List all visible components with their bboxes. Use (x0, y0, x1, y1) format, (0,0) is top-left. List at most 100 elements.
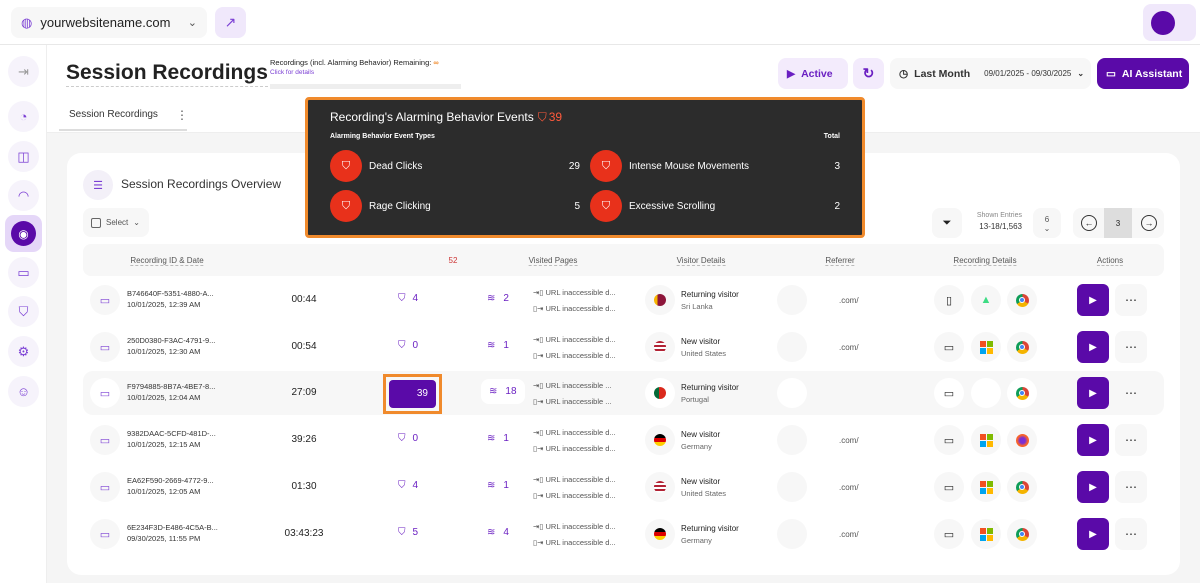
chrome-icon (1015, 340, 1029, 354)
settings-icon[interactable]: ⚙ (8, 336, 39, 367)
col-actions[interactable]: Actions (1096, 256, 1124, 266)
event-row: ⛉ Rage Clicking 5 (330, 190, 580, 222)
security-icon[interactable]: ⛉ (8, 296, 39, 327)
referrer-url[interactable]: .com/ (839, 483, 859, 492)
more-options-button[interactable]: ⋯ (1125, 386, 1137, 400)
pagination: ← 3 → (1073, 208, 1164, 238)
table-row[interactable]: ▭ 9382DAAC-5CFD-481D-... 10/01/2025, 12:1… (83, 418, 1164, 462)
alarm-count[interactable]: ⛉ 0 (398, 433, 419, 444)
visited-pages-count[interactable]: ≋ 1 (487, 340, 509, 351)
alarm-count[interactable]: ⛉ 5 (398, 527, 419, 538)
browser-badge (1007, 378, 1037, 408)
site-name: yourwebsitename.com (40, 15, 171, 30)
more-options-button[interactable]: ⋯ (1115, 471, 1147, 503)
active-toggle-button[interactable]: ▶ Active (778, 58, 848, 89)
play-recording-button[interactable]: ▶ (1077, 284, 1109, 316)
referrer-url[interactable]: .com/ (839, 343, 859, 352)
desktop-icon: ▭ (934, 519, 964, 549)
play-recording-button[interactable]: ▶ (1077, 377, 1109, 409)
table-row[interactable]: ▭ F9794885-8B7A-4BE7-8... 10/01/2025, 12:… (83, 371, 1164, 415)
duration: 39:26 (291, 434, 317, 445)
table-row[interactable]: ▭ 250D0380-F3AC-4791-9... 10/01/2025, 12:… (83, 325, 1164, 369)
desktop-icon: ▭ (934, 472, 964, 502)
alarm-tag-icon: ⛉ (537, 110, 547, 124)
alarm-count[interactable]: ⛉ 0 (398, 340, 419, 351)
prev-page-button[interactable]: ← (1081, 215, 1097, 231)
portugal-flag-icon (645, 378, 675, 408)
alarm-count-highlight[interactable]: 39 (383, 374, 442, 414)
col-alarm[interactable]: 52 (448, 256, 458, 265)
duration: 00:44 (291, 294, 317, 305)
usa-flag-icon (645, 472, 675, 502)
feedback-icon[interactable]: ▭ (8, 257, 39, 288)
overview-title: Session Recordings Overview (121, 177, 282, 191)
select-dropdown[interactable]: Select ⌄ (83, 208, 149, 237)
col-id[interactable]: Recording ID & Date (130, 256, 204, 266)
website-selector[interactable]: ◍ yourwebsitename.com ⌄ (11, 7, 207, 38)
recording-id: 9382DAAC-5CFD-481D-... 10/01/2025, 12:15 … (127, 429, 216, 449)
more-options-button[interactable]: ⋯ (1115, 284, 1147, 316)
tooltip-title: Recording's Alarming Behavior Events ⛉ 39 (330, 110, 563, 124)
next-page-button[interactable]: → (1141, 215, 1157, 231)
firefox-icon (1015, 433, 1029, 447)
alarm-count[interactable]: ⛉ 4 (398, 480, 419, 491)
visited-pages-count[interactable]: ≋ 18 (481, 379, 525, 404)
play-recording-button[interactable]: ▶ (1077, 471, 1109, 503)
visited-pages-count[interactable]: ≋ 4 (487, 527, 509, 538)
table-row[interactable]: ▭ B746640F-5351-4880-A... 10/01/2025, 12:… (83, 278, 1164, 322)
session-recordings-icon[interactable]: ◉ (5, 215, 42, 252)
avatar[interactable] (1151, 11, 1175, 35)
visited-urls: ⇥▯ URL inaccessible d... ▯⇥ URL inaccessi… (533, 475, 616, 500)
duration: 01:30 (291, 481, 317, 492)
overview-icon[interactable]: ☰ (83, 170, 113, 200)
account-icon[interactable]: ☺ (8, 376, 39, 407)
os-badge (971, 425, 1001, 455)
ai-assistant-button[interactable]: ▭ AI Assistant (1097, 58, 1189, 89)
browser-badge (1007, 519, 1037, 549)
play-recording-button[interactable]: ▶ (1077, 518, 1109, 550)
visited-urls: ⇥▯ URL inaccessible d... ▯⇥ URL inaccessi… (533, 335, 616, 360)
visited-pages-count[interactable]: ≋ 1 (487, 480, 509, 491)
more-options-button[interactable]: ⋯ (1115, 331, 1147, 363)
play-recording-button[interactable]: ▶ (1077, 331, 1109, 363)
referrer-url[interactable]: .com/ (839, 296, 859, 305)
desktop-icon: ▭ (934, 332, 964, 362)
page-title: Session Recordings (66, 61, 268, 87)
external-link-button[interactable]: ↗ (215, 7, 246, 38)
col-referrer[interactable]: Referrer (825, 256, 855, 266)
visitor-details: Returning visitor Germany (681, 524, 739, 545)
col-visitor[interactable]: Visitor Details (676, 256, 726, 266)
date-range-picker[interactable]: ◷ Last Month 09/01/2025 - 09/30/2025 ⌄ (890, 58, 1091, 89)
table-row[interactable]: ▭ EA62F590-2669-4772-9... 10/01/2025, 12:… (83, 465, 1164, 509)
collapse-sidebar-icon[interactable]: ⇥ (8, 56, 39, 87)
refresh-button[interactable]: ↻ (853, 58, 884, 89)
alarm-tag-icon: ⛉ (398, 340, 406, 351)
tab-menu-icon[interactable]: ⋮ (176, 108, 188, 122)
more-options-button[interactable]: ⋯ (1115, 424, 1147, 456)
col-details[interactable]: Recording Details (953, 256, 1017, 266)
table-row[interactable]: ▭ 6E234F3D-E486-4C5A-B... 09/30/2025, 11:… (83, 512, 1164, 556)
filter-button[interactable]: ⏷ (932, 208, 962, 238)
visited-pages-count[interactable]: ≋ 2 (487, 293, 509, 304)
alarm-count[interactable]: ⛉ 4 (398, 293, 419, 304)
ecommerce-icon[interactable]: ◫ (8, 141, 39, 172)
referrer-url[interactable]: .com/ (839, 530, 859, 539)
analytics-icon[interactable]: ◠ (8, 180, 39, 211)
visitor-details: New visitor Germany (681, 430, 721, 451)
usa-flag-icon (645, 332, 675, 362)
dashboard-icon[interactable]: ◔ (8, 101, 39, 132)
referrer-url[interactable]: .com/ (839, 436, 859, 445)
play-recording-button[interactable]: ▶ (1077, 424, 1109, 456)
current-page[interactable]: 3 (1104, 208, 1132, 238)
per-page-select[interactable]: 6 ⌄ (1033, 208, 1061, 238)
checkbox[interactable] (91, 217, 101, 228)
details-link[interactable]: Click for details (270, 69, 315, 76)
more-options-button[interactable]: ⋯ (1115, 518, 1147, 550)
alarm-count-button[interactable]: 39 (389, 380, 436, 408)
browser-badge (1007, 425, 1037, 455)
col-pages[interactable]: Visited Pages (528, 256, 578, 266)
visited-pages-count[interactable]: ≋ 1 (487, 433, 509, 444)
os-badge (971, 332, 1001, 362)
visitor-details: Returning visitor Portugal (681, 383, 739, 404)
tab-session-recordings[interactable]: Session Recordings (69, 109, 158, 120)
